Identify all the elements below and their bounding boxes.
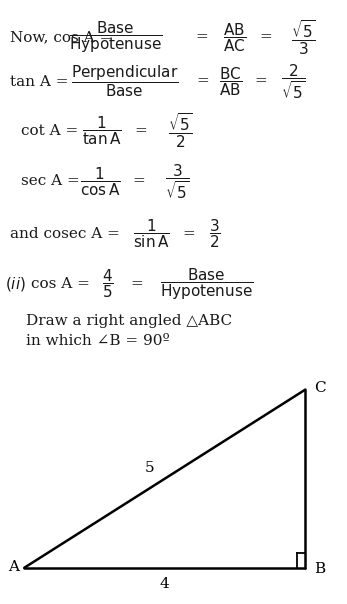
Text: in which ∠B = 90º: in which ∠B = 90º <box>26 334 170 349</box>
Text: sec A =: sec A = <box>21 174 84 188</box>
Text: A: A <box>8 559 19 574</box>
Text: cot A =: cot A = <box>21 124 83 138</box>
Text: =: = <box>131 277 143 291</box>
Text: 5: 5 <box>144 461 154 475</box>
Text: 4: 4 <box>160 577 170 591</box>
Text: $\dfrac{1}{\mathrm{cos\,A}}$: $\dfrac{1}{\mathrm{cos\,A}}$ <box>81 165 121 198</box>
Text: and cosec A =: and cosec A = <box>10 226 125 241</box>
Text: $\dfrac{4}{5}$: $\dfrac{4}{5}$ <box>102 268 113 300</box>
Text: =: = <box>183 226 195 241</box>
Text: cos A =: cos A = <box>31 277 95 291</box>
Text: $\dfrac{1}{\mathrm{sin\,A}}$: $\dfrac{1}{\mathrm{sin\,A}}$ <box>133 217 169 250</box>
Text: B: B <box>314 562 325 576</box>
Text: $\dfrac{1}{\mathrm{tan\,A}}$: $\dfrac{1}{\mathrm{tan\,A}}$ <box>83 115 122 147</box>
Text: $(ii)$: $(ii)$ <box>5 275 26 293</box>
Text: =: = <box>259 30 272 45</box>
Text: =: = <box>254 74 266 89</box>
Text: $\dfrac{3}{\sqrt{5}}$: $\dfrac{3}{\sqrt{5}}$ <box>164 162 189 201</box>
Text: C: C <box>314 381 326 395</box>
Text: Draw a right angled △ABC: Draw a right angled △ABC <box>26 314 232 329</box>
Text: tan A =: tan A = <box>10 74 74 89</box>
Text: =: = <box>195 30 208 45</box>
Text: $\dfrac{\mathrm{AB}}{\mathrm{AC}}$: $\dfrac{\mathrm{AB}}{\mathrm{AC}}$ <box>223 21 246 54</box>
Text: =: = <box>133 174 145 188</box>
Text: $\dfrac{\mathrm{Base}}{\mathrm{Hypotenuse}}$: $\dfrac{\mathrm{Base}}{\mathrm{Hypotenus… <box>69 19 163 56</box>
Text: $\dfrac{\sqrt{5}}{2}$: $\dfrac{\sqrt{5}}{2}$ <box>168 112 193 150</box>
Text: =: = <box>197 74 209 89</box>
Text: $\dfrac{\mathrm{Base}}{\mathrm{Hypotenuse}}$: $\dfrac{\mathrm{Base}}{\mathrm{Hypotenus… <box>160 266 253 302</box>
Text: =: = <box>134 124 147 138</box>
Text: $\dfrac{\mathrm{Perpendicular}}{\mathrm{Base}}$: $\dfrac{\mathrm{Perpendicular}}{\mathrm{… <box>71 63 179 100</box>
Text: $\dfrac{\sqrt{5}}{3}$: $\dfrac{\sqrt{5}}{3}$ <box>291 18 316 57</box>
Text: $\dfrac{\mathrm{BC}}{\mathrm{AB}}$: $\dfrac{\mathrm{BC}}{\mathrm{AB}}$ <box>219 65 242 98</box>
Text: $\dfrac{2}{\sqrt{5}}$: $\dfrac{2}{\sqrt{5}}$ <box>281 62 306 101</box>
Text: $\dfrac{3}{2}$: $\dfrac{3}{2}$ <box>209 217 221 250</box>
Text: Now, cos A =: Now, cos A = <box>10 30 118 45</box>
